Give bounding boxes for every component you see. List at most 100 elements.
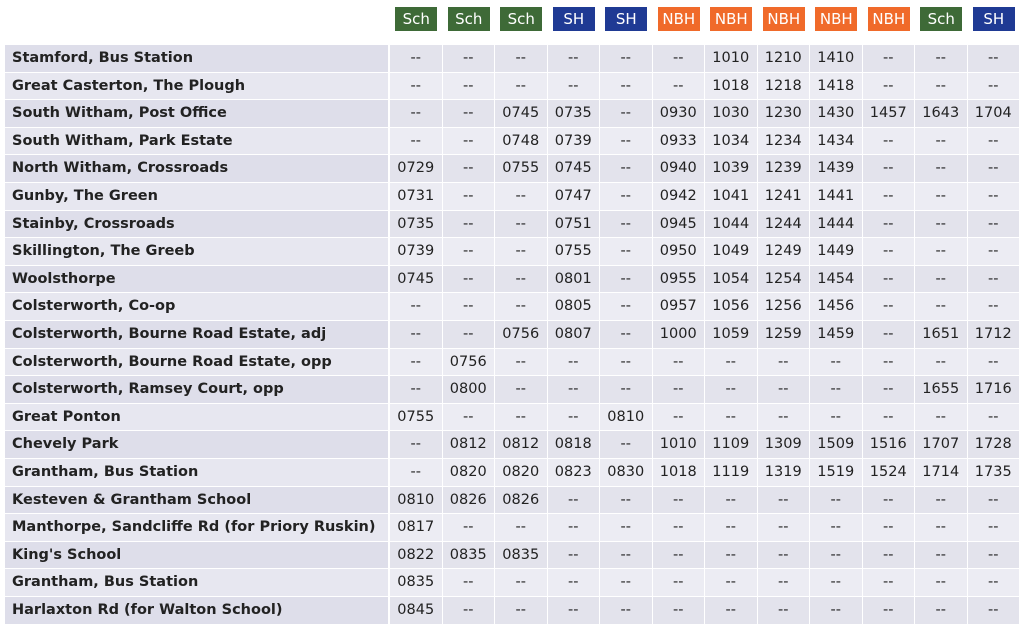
- time-cell: --: [600, 183, 652, 210]
- time-cell: 0818: [547, 431, 599, 458]
- time-cell: --: [547, 597, 599, 624]
- time-cell: 1655: [915, 376, 967, 403]
- time-cell: --: [862, 376, 914, 403]
- time-cell: --: [915, 348, 967, 376]
- time-cell: --: [915, 155, 967, 182]
- time-cell: 0810: [390, 486, 442, 514]
- stop-name: Colsterworth, Ramsey Court, opp: [5, 376, 388, 403]
- time-cell: --: [495, 569, 547, 596]
- time-cell: --: [810, 376, 862, 403]
- time-cell: --: [862, 321, 914, 348]
- time-cell: 0823: [547, 459, 599, 486]
- time-cell: 0751: [547, 210, 599, 238]
- time-cell: --: [547, 569, 599, 596]
- stop-name: Chevely Park: [5, 431, 388, 458]
- time-cell: 0822: [390, 541, 442, 569]
- time-cell: --: [495, 403, 547, 431]
- time-cell: --: [757, 403, 809, 431]
- time-cell: --: [810, 514, 862, 541]
- time-cell: --: [967, 155, 1019, 182]
- time-cell: --: [495, 72, 547, 100]
- time-cell: 1109: [705, 431, 757, 458]
- time-cell: --: [862, 183, 914, 210]
- time-cell: 1034: [705, 127, 757, 155]
- stop-name: North Witham, Crossroads: [5, 155, 388, 182]
- time-cell: --: [495, 376, 547, 403]
- time-cell: --: [915, 72, 967, 100]
- time-cell: --: [652, 376, 704, 403]
- time-cell: 0955: [652, 265, 704, 293]
- stop-name: South Witham, Park Estate: [5, 127, 388, 155]
- time-cell: 0950: [652, 238, 704, 265]
- time-cell: --: [652, 486, 704, 514]
- time-cell: --: [495, 348, 547, 376]
- time-cell: --: [757, 569, 809, 596]
- time-cell: --: [442, 72, 494, 100]
- time-cell: --: [600, 348, 652, 376]
- time-cell: 0812: [442, 431, 494, 458]
- time-cell: 1056: [705, 293, 757, 320]
- time-cell: --: [915, 597, 967, 624]
- time-cell: --: [390, 459, 442, 486]
- time-cell: 1241: [757, 183, 809, 210]
- time-cell: --: [705, 348, 757, 376]
- time-cell: 1049: [705, 238, 757, 265]
- time-cell: --: [862, 569, 914, 596]
- time-cell: --: [442, 183, 494, 210]
- time-cell: 1044: [705, 210, 757, 238]
- service-badge: SH: [552, 7, 595, 31]
- time-cell: --: [967, 183, 1019, 210]
- stop-name: King's School: [5, 541, 388, 569]
- time-cell: 0747: [547, 183, 599, 210]
- time-cell: --: [862, 155, 914, 182]
- time-cell: --: [967, 486, 1019, 514]
- time-cell: --: [705, 514, 757, 541]
- stop-name: Woolsthorpe: [5, 265, 388, 293]
- time-cell: 0807: [547, 321, 599, 348]
- time-cell: --: [862, 514, 914, 541]
- time-cell: --: [915, 293, 967, 320]
- time-cell: --: [652, 597, 704, 624]
- time-cell: 1218: [757, 72, 809, 100]
- time-cell: --: [862, 127, 914, 155]
- stop-name: Grantham, Bus Station: [5, 459, 388, 486]
- time-cell: --: [600, 431, 652, 458]
- time-cell: --: [915, 127, 967, 155]
- time-cell: 1210: [757, 45, 809, 72]
- time-cell: 0810: [600, 403, 652, 431]
- time-cell: 1444: [810, 210, 862, 238]
- time-cell: 1434: [810, 127, 862, 155]
- time-cell: --: [600, 541, 652, 569]
- stop-name: Colsterworth, Bourne Road Estate, adj: [5, 321, 388, 348]
- time-cell: --: [390, 321, 442, 348]
- time-cell: 1456: [810, 293, 862, 320]
- time-cell: --: [442, 321, 494, 348]
- time-cell: --: [600, 486, 652, 514]
- time-cell: --: [915, 403, 967, 431]
- time-cell: 1010: [705, 45, 757, 72]
- time-cell: --: [967, 597, 1019, 624]
- time-cell: 0820: [442, 459, 494, 486]
- time-cell: --: [915, 486, 967, 514]
- time-cell: 1449: [810, 238, 862, 265]
- time-cell: 0745: [390, 265, 442, 293]
- time-cell: 0930: [652, 100, 704, 127]
- time-cell: --: [442, 155, 494, 182]
- time-cell: --: [757, 541, 809, 569]
- time-cell: --: [600, 45, 652, 72]
- stop-name: Great Casterton, The Plough: [5, 72, 388, 100]
- time-cell: 0812: [495, 431, 547, 458]
- time-cell: --: [810, 569, 862, 596]
- time-cell: 0826: [495, 486, 547, 514]
- time-cell: --: [600, 265, 652, 293]
- time-cell: 1728: [967, 431, 1019, 458]
- stop-name: Colsterworth, Bourne Road Estate, opp: [5, 348, 388, 376]
- time-cell: --: [967, 348, 1019, 376]
- time-cell: 1441: [810, 183, 862, 210]
- time-cell: --: [705, 569, 757, 596]
- time-cell: 1119: [705, 459, 757, 486]
- time-cell: --: [915, 183, 967, 210]
- time-cell: --: [862, 541, 914, 569]
- time-cell: --: [495, 45, 547, 72]
- stop-name: Stainby, Crossroads: [5, 210, 388, 238]
